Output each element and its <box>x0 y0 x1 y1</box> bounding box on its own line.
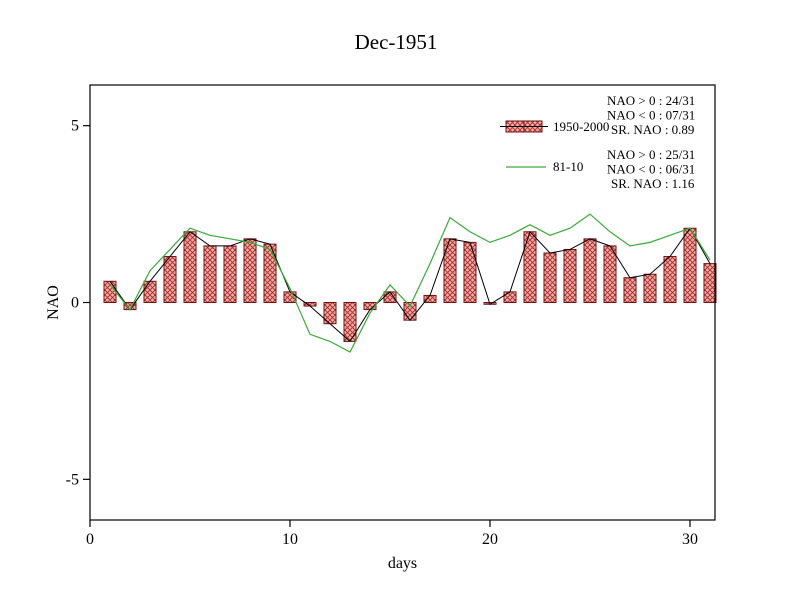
bar-day-4 <box>163 256 177 303</box>
x-tick-label: 10 <box>282 531 298 548</box>
bar-day-29 <box>663 256 677 303</box>
stat-line: NAO < 0 : 06/31 <box>607 162 695 177</box>
bar-day-7 <box>223 245 237 303</box>
bar-day-21 <box>503 291 517 304</box>
bar-day-6 <box>203 245 217 303</box>
y-axis-label: NAO <box>45 285 62 320</box>
y-tick-label: 5 <box>71 118 79 135</box>
bar-day-8 <box>243 238 257 303</box>
legend-label-line: 81-10 <box>553 159 583 174</box>
x-tick-label: 30 <box>682 531 698 548</box>
chart-title: Dec-1951 <box>354 30 438 54</box>
legend-label-bars: 1950-2000 <box>553 119 609 134</box>
bar-day-22 <box>523 231 537 303</box>
bar-day-30 <box>683 227 697 303</box>
x-tick-label: 20 <box>482 531 498 548</box>
stat-line: SR. NAO : 0.89 <box>611 122 694 137</box>
bar-day-23 <box>543 252 557 304</box>
stat-line: SR. NAO : 1.16 <box>611 176 695 191</box>
x-axis-label: days <box>388 555 417 572</box>
bars-1950-2000 <box>103 227 717 342</box>
stat-line: NAO < 0 : 07/31 <box>607 108 695 123</box>
bar-day-18 <box>443 238 457 303</box>
bar-day-31 <box>703 263 717 304</box>
x-tick-label: 0 <box>86 531 94 548</box>
bar-day-26 <box>603 245 617 303</box>
bar-day-5 <box>183 231 197 303</box>
line-81-10 <box>109 213 711 353</box>
stat-line: NAO > 0 : 24/31 <box>607 93 695 108</box>
bar-day-27 <box>623 277 637 303</box>
bar-day-17 <box>423 294 437 303</box>
y-tick-label: 0 <box>71 295 79 312</box>
bar-day-25 <box>583 238 597 303</box>
legend: 1950-2000 81-10 <box>500 119 609 174</box>
line-1950-2000 <box>109 227 711 343</box>
stat-line: NAO > 0 : 25/31 <box>607 147 695 162</box>
bar-day-3 <box>143 280 157 303</box>
bar-day-28 <box>643 273 657 303</box>
bar-day-24 <box>563 248 577 303</box>
bar-day-1 <box>103 280 117 303</box>
bar-day-19 <box>463 241 477 304</box>
y-tick-label: -5 <box>66 471 79 488</box>
